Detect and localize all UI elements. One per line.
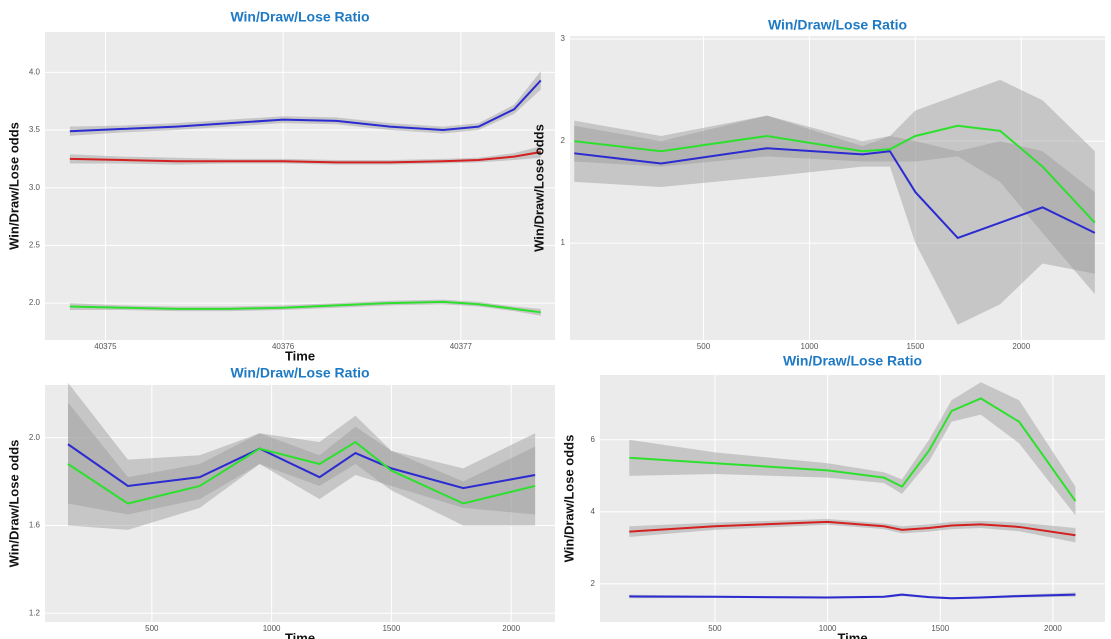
x-tick-label: 1000 — [801, 342, 819, 351]
y-tick-label: 2.0 — [29, 433, 41, 442]
confidence-band — [629, 382, 1076, 516]
y-axis-label: Win/Draw/Lose odds — [531, 124, 546, 252]
series-line — [69, 300, 541, 314]
confidence-band — [69, 146, 541, 165]
chart-title: Win/Draw/Lose Ratio — [230, 365, 369, 381]
x-tick-label: 500 — [708, 624, 722, 633]
x-tick-label: 1500 — [931, 624, 949, 633]
x-tick-label: 500 — [697, 342, 711, 351]
plot-background — [600, 375, 1105, 622]
y-tick-label: 1.6 — [29, 521, 41, 530]
y-tick-label: 3.5 — [29, 125, 41, 134]
chart-title: Win/Draw/Lose Ratio — [783, 353, 922, 369]
series-line — [629, 397, 1077, 502]
series-line — [574, 147, 1096, 240]
chart-title: Win/Draw/Lose Ratio — [768, 17, 907, 33]
y-tick-label: 6 — [591, 435, 596, 444]
y-tick-label: 2.5 — [29, 241, 41, 250]
confidence-band — [574, 115, 1095, 325]
y-tick-label: 4.0 — [29, 67, 41, 76]
series-line — [629, 520, 1076, 537]
x-tick-label: 1500 — [906, 342, 924, 351]
confidence-band — [67, 402, 536, 530]
x-tick-label: 1500 — [382, 624, 400, 633]
y-tick-label: 1.2 — [29, 608, 41, 617]
x-tick-label: 2000 — [502, 624, 520, 633]
y-tick-label: 2.0 — [29, 298, 41, 307]
x-tick-label: 1000 — [819, 624, 837, 633]
series-line — [69, 150, 541, 164]
x-axis-label: Time — [285, 630, 315, 639]
chart-title: Win/Draw/Lose Ratio — [230, 9, 369, 25]
x-tick-label: 2000 — [1012, 342, 1030, 351]
series-line — [67, 443, 536, 490]
series-line — [574, 124, 1096, 224]
y-axis-label: Win/Draw/Lose odds — [6, 440, 21, 568]
y-tick-label: 3 — [561, 34, 566, 43]
x-tick-label: 1000 — [263, 624, 281, 633]
x-tick-label: 40375 — [94, 342, 117, 351]
y-tick-label: 4 — [591, 507, 596, 516]
x-tick-label: 40376 — [272, 342, 295, 351]
y-tick-label: 3.0 — [29, 183, 41, 192]
series-line — [69, 79, 542, 133]
plot-background — [45, 32, 555, 340]
plot-background — [570, 36, 1105, 340]
series-line — [629, 593, 1076, 600]
x-tick-label: 40377 — [450, 342, 473, 351]
confidence-band — [574, 79, 1095, 295]
confidence-band — [67, 382, 536, 515]
y-tick-label: 1 — [561, 238, 566, 247]
y-axis-label: Win/Draw/Lose odds — [6, 122, 21, 250]
y-tick-label: 2 — [561, 136, 566, 145]
y-axis-label: Win/Draw/Lose odds — [561, 435, 576, 563]
y-tick-label: 2 — [591, 579, 596, 588]
x-axis-label: Time — [285, 348, 315, 363]
series-line — [67, 440, 536, 505]
x-tick-label: 2000 — [1044, 624, 1062, 633]
x-axis-label: Time — [837, 630, 867, 639]
x-tick-label: 500 — [145, 624, 159, 633]
